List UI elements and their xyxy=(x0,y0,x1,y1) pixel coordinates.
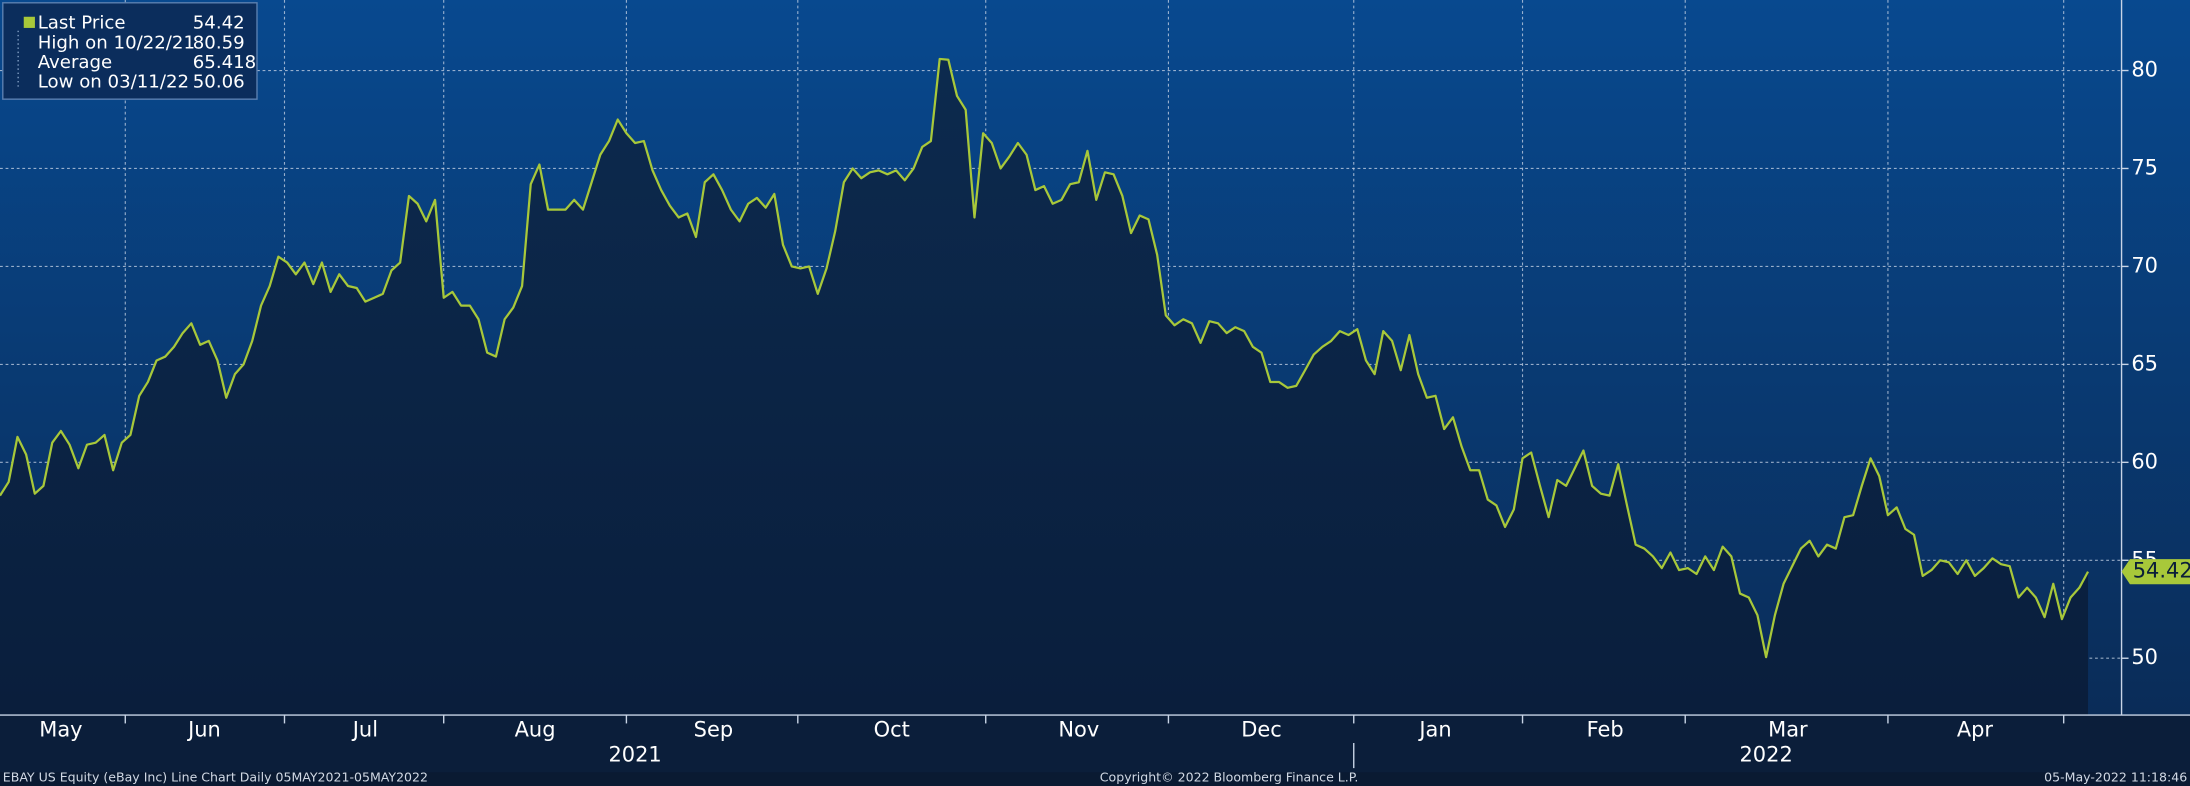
x-tick-label: Oct xyxy=(874,717,910,741)
last-price-label: 54.42 xyxy=(2133,559,2190,583)
year-label: 2021 xyxy=(608,743,661,767)
x-tick-label: Nov xyxy=(1058,717,1099,741)
legend-box xyxy=(2,2,258,100)
legend-swatch xyxy=(23,16,35,28)
x-tick-label: Mar xyxy=(1768,717,1808,741)
legend-label: Average xyxy=(38,52,113,73)
y-tick-label: 70 xyxy=(2131,253,2158,277)
footer-band xyxy=(0,772,2190,786)
x-tick-label: Jan xyxy=(1417,717,1451,741)
y-tick-label: 50 xyxy=(2131,645,2158,669)
x-axis-band xyxy=(0,715,2190,773)
x-tick-label: Aug xyxy=(515,717,556,741)
x-tick-label: Apr xyxy=(1957,717,1994,741)
y-tick-label: 80 xyxy=(2131,58,2158,82)
footer-center: Copyright© 2022 Bloomberg Finance L.P. xyxy=(1100,769,1359,784)
legend-value: 50.06 xyxy=(193,71,245,92)
x-tick-label: Dec xyxy=(1241,717,1282,741)
axes: 50556065707580MayJunJulAugSepOctNovDecJa… xyxy=(0,0,2190,769)
legend-value: 54.42 xyxy=(193,13,245,34)
legend-label: Low on 03/11/22 xyxy=(38,71,189,92)
y-tick-label: 60 xyxy=(2131,449,2158,473)
legend-label: High on 10/22/21 xyxy=(38,32,195,53)
y-tick-label: 75 xyxy=(2131,155,2158,179)
x-tick-label: May xyxy=(39,717,82,741)
area xyxy=(0,58,2089,716)
legend-value: 65.418 xyxy=(193,52,256,73)
legend-value: 80.59 xyxy=(193,32,245,53)
x-tick-label: Jun xyxy=(186,717,221,741)
legend-label: Last Price xyxy=(38,13,126,34)
year-label: 2022 xyxy=(1739,743,1792,767)
x-tick-label: Sep xyxy=(694,717,733,741)
legend: Last Price 54.42 High on 10/22/21 80.59 … xyxy=(2,2,258,100)
last-price-tag xyxy=(2121,559,2190,585)
price-line xyxy=(0,57,2090,659)
footer-left: EBAY US Equity (eBay Inc) Line Chart Dai… xyxy=(3,769,428,784)
data xyxy=(0,57,2090,716)
y-tick-label: 65 xyxy=(2131,351,2158,375)
x-tick-label: Jul xyxy=(351,717,378,741)
footer-right: 05-May-2022 11:18:46 xyxy=(2044,769,2187,784)
x-tick-label: Feb xyxy=(1587,717,1624,741)
